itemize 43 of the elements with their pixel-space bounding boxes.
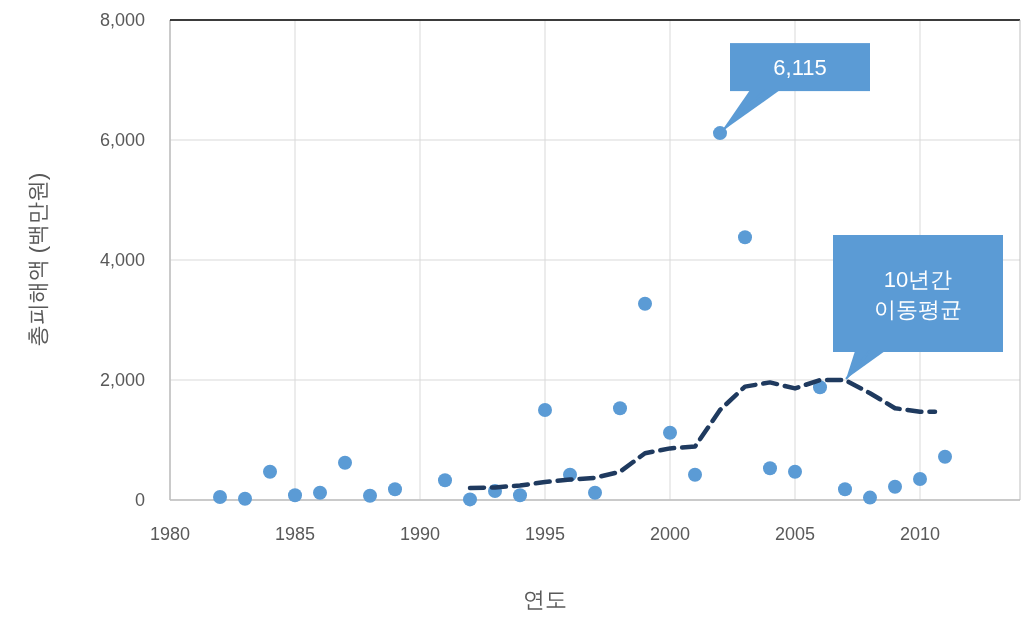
x-tick-label: 1990	[399, 524, 441, 544]
point	[288, 488, 302, 503]
annotation: 6,115	[773, 55, 827, 81]
y-axis-title: 총피해액 (백만원)	[25, 172, 50, 348]
point	[888, 479, 902, 494]
point	[538, 403, 552, 417]
point	[938, 449, 952, 464]
point	[363, 488, 377, 503]
y-tick-label: 2,000	[99, 370, 145, 390]
point	[688, 467, 702, 482]
point	[663, 425, 677, 440]
point	[463, 492, 477, 507]
point	[613, 401, 627, 416]
point	[788, 464, 802, 479]
y-tick-label: 0	[134, 490, 145, 510]
y-tick-label: 4,000	[99, 250, 145, 270]
annotation: 10년간 이동평균	[874, 266, 962, 322]
point	[913, 472, 927, 486]
point	[213, 490, 227, 504]
y-tick-label: 8,000	[99, 10, 145, 30]
annotation-callout: 10년간 이동평균	[833, 235, 1003, 380]
point	[638, 296, 652, 311]
point	[713, 126, 727, 141]
x-axis-title: 연도	[523, 587, 567, 612]
point	[438, 473, 452, 488]
point	[763, 461, 777, 476]
x-tick-label: 2010	[899, 524, 941, 544]
point	[238, 491, 252, 506]
x-tick-label: 1980	[149, 524, 191, 544]
point	[838, 482, 852, 497]
x-tick-label: 2005	[774, 524, 816, 544]
point	[588, 485, 602, 500]
point	[388, 482, 402, 497]
point	[863, 490, 877, 505]
point	[263, 464, 277, 479]
point	[513, 488, 527, 503]
y-tick-label: 6,000	[99, 130, 145, 150]
point	[313, 485, 327, 500]
x-tick-label: 1985	[274, 524, 316, 544]
point	[738, 230, 752, 245]
x-tick-label: 2000	[649, 524, 691, 544]
point	[338, 455, 352, 470]
x-tick-label: 1995	[524, 524, 566, 544]
